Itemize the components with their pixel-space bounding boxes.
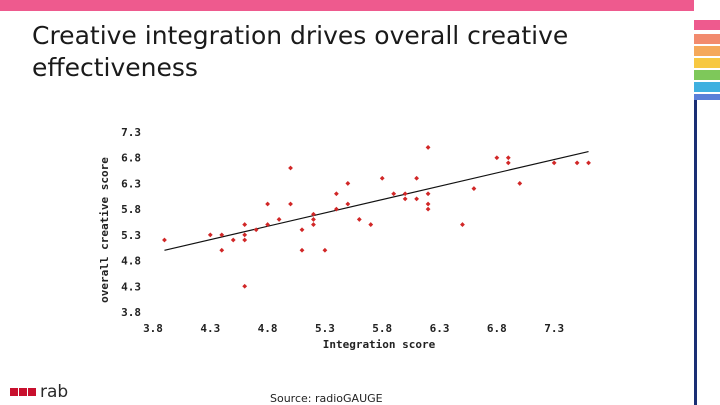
data-point [425, 206, 431, 212]
data-point [471, 186, 477, 191]
y-tick-label: 5.3 [121, 229, 141, 242]
data-point [345, 201, 351, 207]
data-point [322, 247, 328, 253]
data-point [253, 227, 259, 233]
data-point [425, 191, 431, 197]
data-point [299, 247, 305, 253]
data-point [574, 160, 580, 166]
color-strip-block [694, 20, 720, 30]
scatter-chart: 7.3 6.8 6.3 5.8 5.3 4.8 4.3 3.83.8 4.3 4.8 5.3 5.8 6… [98, 126, 591, 351]
data-point [333, 206, 339, 212]
data-point [219, 247, 225, 253]
color-strip-block [694, 58, 720, 68]
data-point [311, 217, 316, 222]
data-point [242, 232, 248, 238]
data-point [425, 145, 431, 150]
data-point [368, 222, 374, 227]
x-tick-label: 4.3 [200, 322, 220, 335]
data-point [414, 196, 420, 202]
data-point [265, 201, 271, 207]
trendline [164, 150, 589, 251]
y-tick-label: 5.8 [121, 203, 141, 216]
data-point [345, 181, 351, 186]
data-point [219, 232, 225, 238]
x-tick-label: 6.8 [487, 322, 507, 335]
color-strip-block [694, 34, 720, 44]
y-tick-label: 6.3 [121, 177, 141, 190]
right-divider [694, 100, 697, 405]
data-point [460, 222, 465, 227]
x-tick-label: 5.3 [315, 322, 335, 335]
y-tick-label: 6.8 [121, 152, 141, 165]
y-tick-label: 4.3 [121, 280, 141, 293]
data-point [402, 196, 408, 202]
data-point [299, 227, 305, 233]
data-point [265, 222, 271, 227]
data-point [333, 191, 339, 197]
data-point [505, 155, 511, 161]
x-tick-label: 5.8 [372, 322, 392, 335]
y-tick-label: 3.8 [121, 306, 141, 319]
slide-title: Creative integration drives overall crea… [32, 20, 672, 84]
slide-title-line-2: effectiveness [32, 53, 198, 82]
data-point [242, 283, 248, 289]
top-accent-bar [0, 0, 694, 11]
data-point [494, 155, 500, 161]
logo-text: rab [40, 382, 69, 402]
source-note: Source: radioGAUGE [270, 392, 383, 405]
color-strip [694, 0, 720, 405]
data-point [505, 160, 511, 166]
data-point [551, 160, 557, 166]
logo-square-3 [28, 388, 36, 396]
data-point [311, 211, 316, 217]
data-point [242, 222, 248, 227]
data-point [162, 237, 167, 243]
color-strip-block [694, 46, 720, 56]
y-tick-label: 7.3 [121, 126, 141, 139]
data-point [242, 237, 248, 243]
data-point [288, 165, 293, 171]
color-strip-block [694, 94, 720, 100]
x-axis-label: Integration score [323, 338, 436, 351]
data-point [391, 191, 397, 197]
logo-square-1 [10, 388, 18, 396]
y-axis-label: overall creative score [98, 157, 111, 303]
data-point [586, 160, 591, 166]
logo-square-2 [19, 388, 27, 396]
data-point [414, 175, 420, 181]
data-point [379, 175, 385, 181]
data-point [402, 191, 408, 197]
rab-logo: rab [10, 382, 69, 402]
data-point [288, 201, 293, 207]
x-tick-label: 7.3 [544, 322, 564, 335]
data-point [207, 232, 213, 238]
x-tick-label: 4.8 [258, 322, 278, 335]
color-strip-block [694, 82, 720, 92]
data-point [356, 217, 362, 222]
color-strip-block [694, 70, 720, 80]
data-point [517, 181, 523, 186]
data-point [425, 201, 431, 207]
data-point [230, 237, 236, 243]
x-tick-label: 3.8 [143, 322, 163, 335]
x-tick-label: 6.3 [430, 322, 450, 335]
slide-title-line-1: Creative integration drives overall crea… [32, 21, 569, 50]
data-point [311, 222, 316, 227]
data-point [276, 217, 282, 222]
y-tick-label: 4.8 [121, 255, 141, 268]
